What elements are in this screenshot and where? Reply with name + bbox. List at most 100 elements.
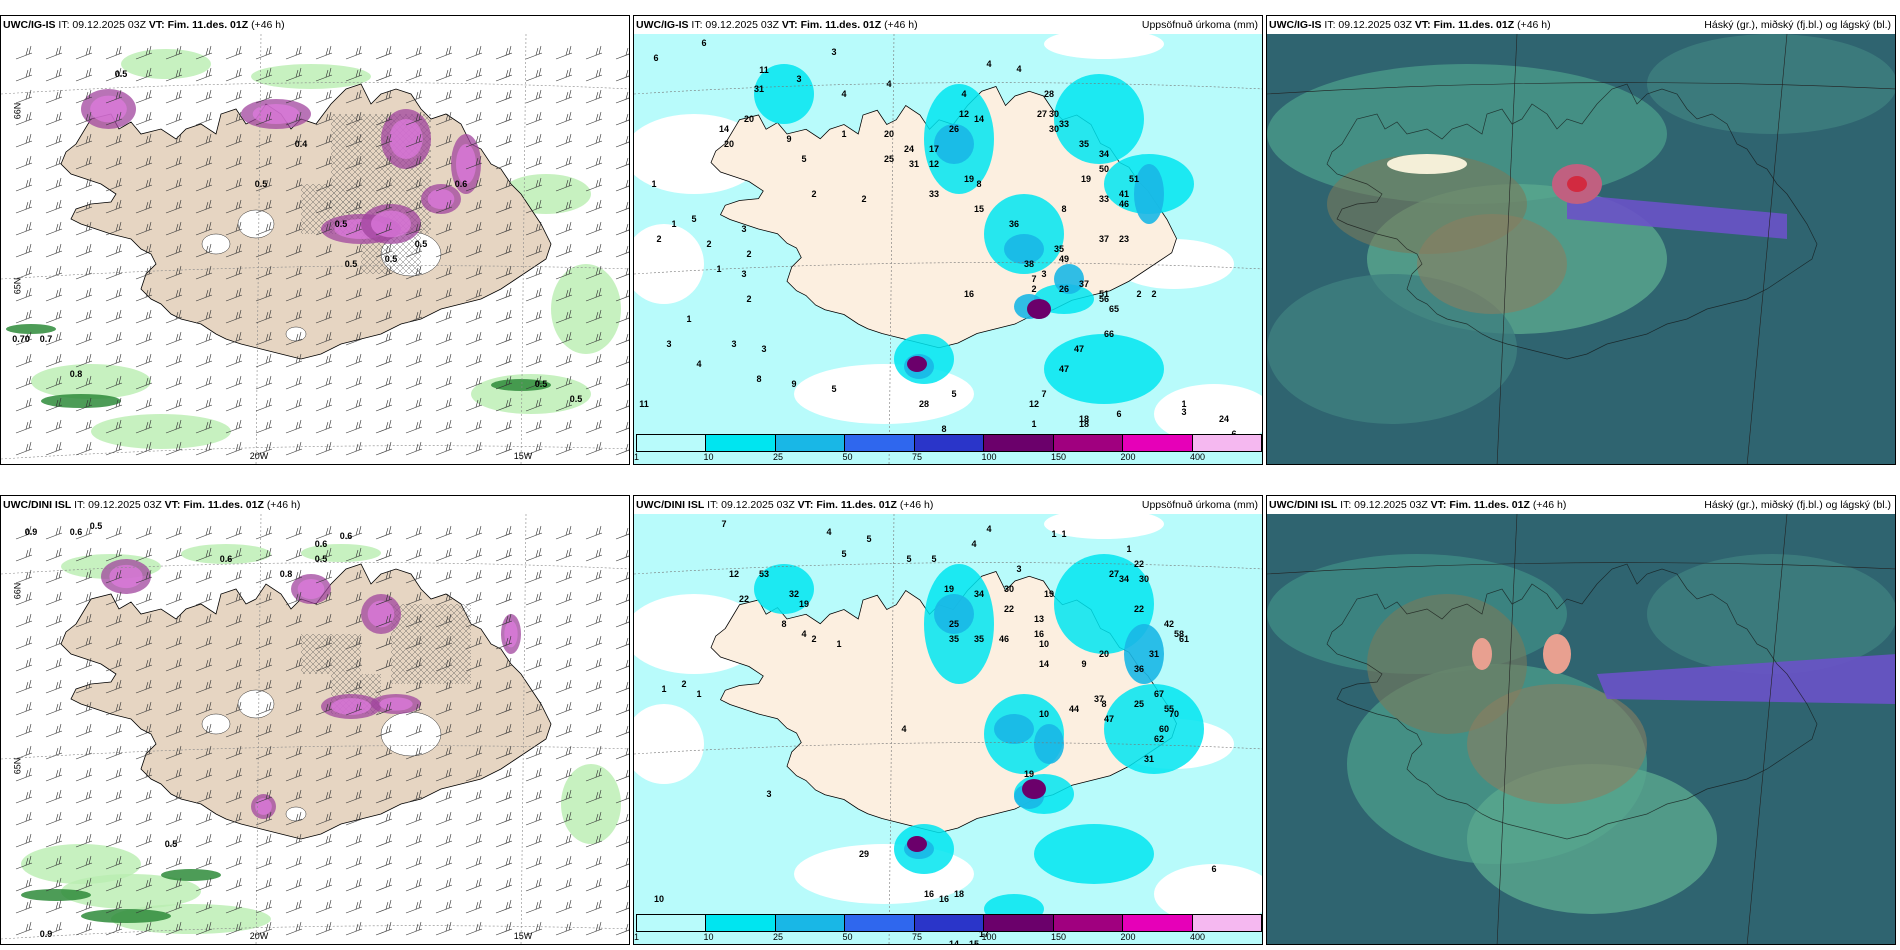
precip-value: 10	[1038, 639, 1050, 649]
precip-value: 22	[738, 594, 750, 604]
precip-value: 6	[1116, 409, 1122, 419]
legend-colorbar	[636, 434, 1262, 452]
wind-contour-label: 0.5	[414, 239, 428, 249]
precip-value: 61	[1178, 634, 1190, 644]
precip-value: 19	[1023, 769, 1035, 779]
precip-value: 4	[826, 527, 832, 537]
legend-swatch	[637, 435, 707, 451]
legend-swatch	[1053, 435, 1124, 451]
lat-label: 66N	[12, 102, 23, 120]
precip-value: 19	[963, 174, 975, 184]
lon-label: 15W	[513, 451, 533, 461]
wind-contour-label: 0.5	[569, 394, 583, 404]
wind-contour-label: 0.9	[39, 929, 53, 939]
valid-time-label: VT:	[148, 19, 165, 31]
wind-contour-label: 0.5	[164, 839, 178, 849]
precip-value: 5	[866, 534, 872, 544]
precip-value: 60	[1158, 724, 1170, 734]
panel-field-title: Uppsöfnuð úrkoma (mm)	[1141, 499, 1258, 511]
legend-tick: 25	[773, 452, 784, 462]
precip-value: 31	[1148, 649, 1160, 659]
precip-value: 1	[841, 129, 847, 139]
graticule	[1267, 34, 1895, 464]
valid-time: Fim. 11.des. 01Z	[1449, 499, 1530, 511]
panel-header: UWC/IG-IS IT: 09.12.2025 03Z VT: Fim. 11…	[636, 19, 1258, 33]
precip-value: 19	[1080, 174, 1092, 184]
legend-swatch	[984, 435, 1054, 451]
precip-value: 14	[973, 114, 985, 124]
graticule	[634, 34, 1262, 464]
legend-tick: 1	[634, 932, 640, 942]
precip-value: 25	[1133, 699, 1145, 709]
precipitation-map	[634, 514, 1262, 944]
legend-swatch	[845, 435, 915, 451]
precip-value: 12	[749, 944, 759, 945]
precip-value: 6	[1211, 864, 1217, 874]
precip-value: 16	[938, 894, 950, 904]
precip-value: 1	[686, 314, 692, 324]
precip-value: 55	[1163, 704, 1175, 714]
valid-time-label: VT:	[797, 499, 814, 511]
precip-value: 1	[836, 639, 842, 649]
precip-value: 30	[1003, 584, 1015, 594]
wind-contour-label: 0.6	[339, 531, 353, 541]
precip-value: 2	[1136, 289, 1142, 299]
wind-contour-label: 0.6	[314, 539, 328, 549]
precip-value: 1	[1051, 529, 1057, 539]
precip-value: 9	[791, 379, 797, 389]
precip-value: 46	[998, 634, 1010, 644]
precip-value: 4	[801, 629, 807, 639]
precip-value: 18	[1078, 419, 1090, 429]
precip-value: 3	[831, 47, 837, 57]
precip-value: 28	[1043, 89, 1055, 99]
wind-precip-panel-dini: UWC/DINI ISL IT: 09.12.2025 03Z VT: Fim.…	[0, 495, 630, 945]
precip-value: 41	[1118, 189, 1130, 199]
precip-value: 4	[696, 359, 702, 369]
precip-value: 1	[661, 684, 667, 694]
init-time: IT: 09.12.2025 03Z	[1324, 19, 1412, 31]
precip-value: 2	[656, 234, 662, 244]
precip-value: 3	[1181, 407, 1187, 417]
precip-value: 34	[1098, 149, 1110, 159]
lat-label: 65N	[12, 757, 23, 775]
precip-value: 8	[1101, 699, 1107, 709]
precip-value: 14	[1038, 659, 1050, 669]
convective-core	[1567, 176, 1587, 192]
lat-label: 65N	[12, 277, 23, 295]
precip-value: 5	[691, 214, 697, 224]
precip-value: 5	[801, 154, 807, 164]
precip-value: 20	[1098, 649, 1110, 659]
precip-value: 19	[1043, 589, 1055, 599]
precip-value: 15	[968, 939, 980, 945]
precip-value: 44	[1068, 704, 1080, 714]
model-name: UWC/DINI ISL	[636, 499, 705, 511]
init-time: IT: 09.12.2025 03Z	[707, 499, 795, 511]
mid-cloud	[1327, 154, 1567, 314]
model-name: UWC/IG-IS	[3, 19, 56, 31]
lead-time: (+46 h)	[266, 499, 301, 511]
precip-value: 5	[951, 389, 957, 399]
panel-title: UWC/IG-IS IT: 09.12.2025 03Z VT: Fim. 11…	[3, 19, 285, 31]
legend-colorbar	[636, 914, 1262, 932]
model-name: UWC/DINI ISL	[3, 499, 72, 511]
precip-value: 8	[976, 179, 982, 189]
graticule	[1267, 514, 1895, 944]
precip-value: 1	[651, 179, 657, 189]
lead-time: (+46 h)	[251, 19, 285, 31]
legend-swatch	[1192, 435, 1261, 451]
lead-time: (+46 h)	[1517, 19, 1551, 31]
precip-value: 9	[786, 134, 792, 144]
legend-tick: 75	[912, 452, 923, 462]
coastline	[1326, 83, 1818, 360]
legend-swatch	[1123, 435, 1193, 451]
wind-contour-label: 0.5	[334, 219, 348, 229]
precip-value: 3	[741, 269, 747, 279]
cloud-cover-map	[1267, 34, 1895, 464]
wind-map	[1, 514, 629, 944]
wind-contour-label: 0.7	[39, 334, 53, 344]
precip-value: 30	[1048, 124, 1060, 134]
precip-value: 37	[1078, 279, 1090, 289]
precip-value: 22	[1003, 604, 1015, 614]
wind-contour-label: 0.6	[69, 527, 83, 537]
precip-value: 70	[1168, 709, 1180, 719]
